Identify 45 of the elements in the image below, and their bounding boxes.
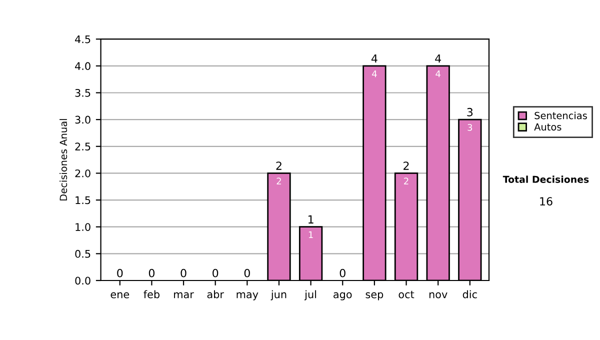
total-label: 4 [371,54,378,63]
total-label: 0 [180,268,186,278]
x-tick-label: ene [110,292,130,298]
x-tick-label: oct [398,290,414,298]
y-tick-label: 4.5 [75,35,90,44]
total-label: 3 [467,108,473,116]
data-label: 2 [276,178,281,184]
data-label: 1 [308,231,313,238]
total-label: 2 [404,162,409,170]
y-tick-label: 2.5 [75,142,90,150]
x-tick-label: may [236,292,258,300]
data-label: 4 [372,70,377,78]
legend-label: Autos [534,123,562,131]
y-tick-label: 3.5 [75,88,90,97]
total-label: 0 [340,268,346,278]
y-tick-label: 1.5 [76,196,90,204]
text: 16 [540,197,552,206]
x-tick-label: mar [174,292,194,298]
y-tick-label: 0.5 [75,250,90,258]
data-label: 4 [436,70,440,78]
data-label: 2 [404,178,408,184]
y-tick-label: 0.0 [75,276,90,285]
x-tick-label: abr [207,290,224,298]
x-tick-label: ago [334,292,352,300]
total-label: 0 [148,268,155,278]
y-tick-label: 3.0 [75,116,90,124]
data-label: 3 [468,124,472,131]
x-tick-label: jun [270,290,286,300]
total-label: 0 [244,268,250,278]
x-tick-label: jul [304,290,316,300]
total-label: 1 [308,215,314,224]
y-tick-label: 1.0 [76,223,90,231]
y-axis-title: Decisiones Anual [60,119,68,200]
y-tick-label: 4.0 [75,62,90,70]
x-tick-label: sep [366,292,384,300]
text: Total Decisiones [502,176,589,183]
x-tick-label: feb [144,290,160,298]
total-label: 2 [276,162,282,170]
total-label: 0 [117,268,123,278]
total-label: 0 [212,268,218,278]
x-tick-label: dic [462,290,477,298]
y-tick-label: 2.0 [75,169,90,178]
x-tick-label: nov [429,292,448,298]
total-label: 4 [435,54,441,63]
legend-label: Sentencias [534,112,587,120]
